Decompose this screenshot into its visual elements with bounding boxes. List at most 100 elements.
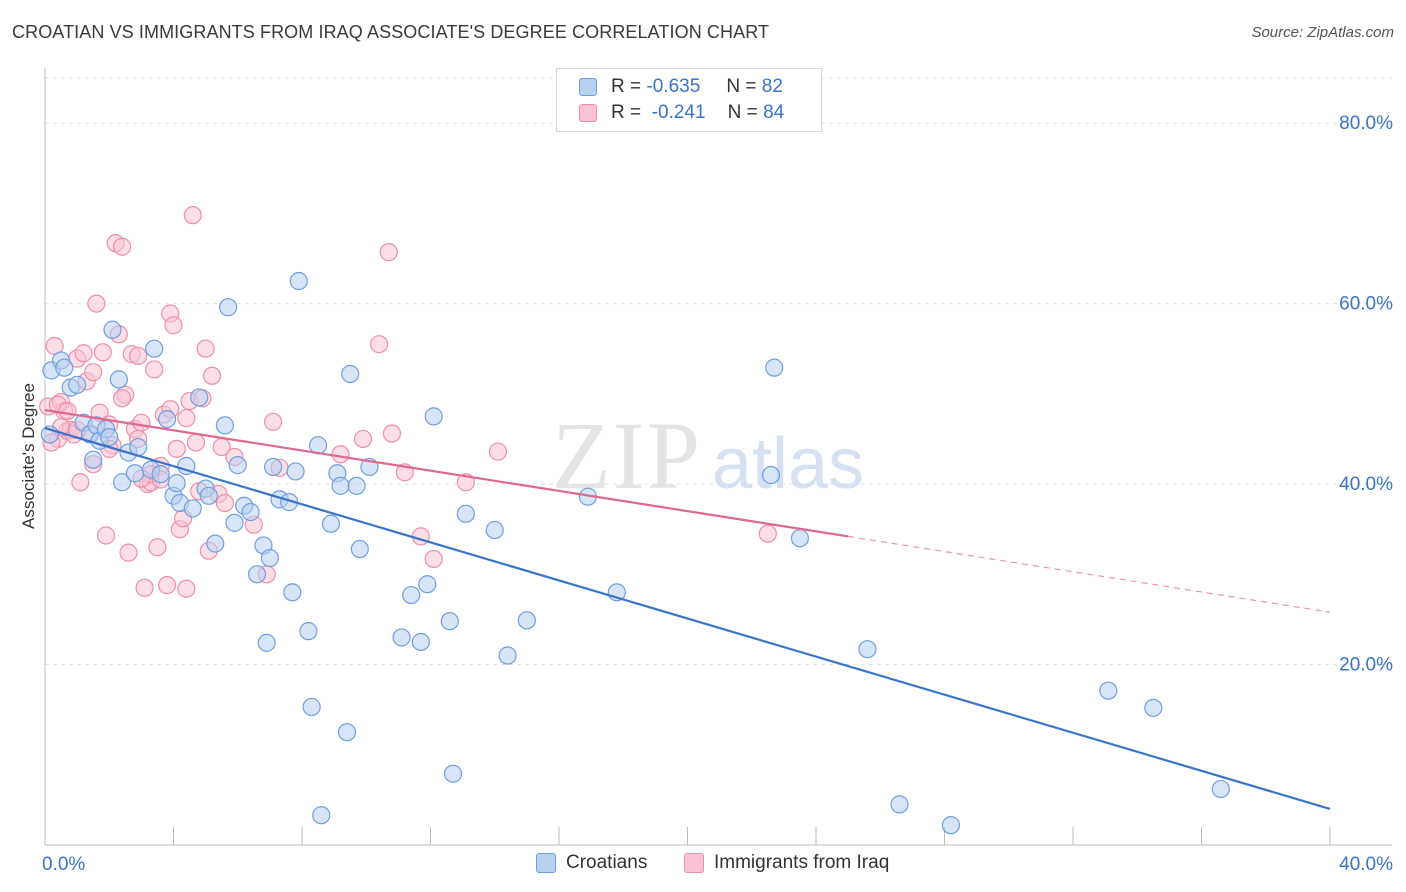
- iraq-point: [488, 442, 508, 461]
- x-tick-label: 40.0%: [1339, 854, 1393, 875]
- croatian-point: [858, 640, 877, 659]
- legend-label-croatians: Croatians: [566, 852, 648, 873]
- croatian-point: [157, 409, 177, 429]
- croatian-point: [241, 502, 260, 522]
- croatian-point: [440, 612, 459, 631]
- x-tick-label: 0.0%: [42, 854, 85, 875]
- legend-r-value: -0.241: [651, 102, 706, 123]
- legend-r-value: -0.635: [646, 76, 701, 97]
- iraq-point: [112, 389, 132, 408]
- croatian-point: [84, 450, 103, 469]
- iraq-point: [132, 413, 151, 432]
- croatian-point: [443, 764, 463, 783]
- iraq-point: [177, 409, 196, 428]
- croatian-point: [456, 504, 475, 523]
- iraq-point: [215, 493, 234, 513]
- legend-swatch-blue: [579, 78, 597, 96]
- croatian-point: [100, 428, 119, 447]
- watermark-zip: ZIP: [552, 402, 702, 509]
- iraq-point: [96, 526, 116, 545]
- croatian-point: [941, 816, 961, 835]
- croatian-point: [765, 358, 784, 377]
- croatian-point: [350, 539, 369, 559]
- correlation-legend: R = -0.635 N = 82 R = -0.241 N = 84: [556, 68, 822, 132]
- watermark: ZIP atlas: [552, 402, 864, 509]
- croatian-point: [498, 646, 517, 665]
- iraq-point: [164, 316, 183, 335]
- legend-item-croatians[interactable]: Croatians: [536, 852, 647, 874]
- croatian-point: [247, 565, 267, 584]
- croatian-point: [890, 795, 909, 814]
- iraq-point: [202, 366, 222, 385]
- iraq-point: [84, 363, 103, 382]
- legend-r-label: R =: [611, 102, 642, 123]
- iraq-point: [167, 439, 186, 458]
- iraq-point: [74, 344, 93, 363]
- iraq-point: [353, 429, 373, 449]
- croatian-point: [109, 370, 128, 389]
- legend-n-label: N =: [726, 76, 757, 97]
- iraq-point: [263, 412, 283, 431]
- croatian-point: [331, 476, 350, 495]
- iraq-point: [93, 343, 112, 362]
- iraq-point: [157, 576, 177, 595]
- y-tick-label: 40.0%: [1339, 474, 1393, 495]
- iraq-point: [135, 578, 154, 597]
- iraq-point: [196, 339, 215, 358]
- croatian-point: [228, 456, 247, 475]
- legend-swatch-pink: [579, 104, 597, 122]
- croatian-point: [790, 529, 810, 548]
- legend-n-label: N =: [727, 102, 758, 123]
- croatian-point: [411, 632, 430, 652]
- legend-n-value: 84: [763, 102, 785, 123]
- croatian-point: [55, 358, 74, 377]
- croatian-point: [1144, 698, 1163, 717]
- croatian-point: [68, 375, 87, 394]
- croatian-point: [125, 464, 145, 483]
- croatian-point: [260, 548, 279, 568]
- iraq-trend-line: [44, 408, 849, 538]
- croatian-point: [215, 416, 234, 435]
- iraq-point: [112, 237, 132, 256]
- iraq-point: [382, 424, 402, 443]
- croatian-point: [190, 388, 209, 407]
- chart-title: CROATIAN VS IMMIGRANTS FROM IRAQ ASSOCIA…: [12, 22, 770, 42]
- croatian-point: [299, 622, 318, 641]
- iraq-point: [370, 335, 389, 354]
- legend-n-value: 82: [761, 76, 783, 97]
- legend-swatch-blue: [536, 853, 556, 873]
- series-croatians-points: [40, 271, 1230, 835]
- croatian-point: [302, 697, 321, 717]
- croatian-point: [347, 476, 366, 495]
- iraq-point: [87, 294, 106, 313]
- iraq-point: [758, 524, 777, 543]
- tick-labels: 20.0% 40.0% 60.0% 80.0% 0.0% 40.0%: [42, 113, 1393, 875]
- croatian-point: [761, 465, 781, 485]
- gridlines: [45, 77, 1392, 666]
- croatian-point: [263, 457, 283, 477]
- croatian-point: [225, 513, 244, 532]
- axes: [44, 68, 1392, 846]
- iraq-trend-extension: [848, 535, 1331, 613]
- croatian-point: [321, 514, 341, 533]
- iraq-point: [71, 473, 90, 492]
- legend-label-iraq: Immigrants from Iraq: [714, 852, 890, 873]
- iraq-point: [119, 543, 138, 562]
- legend-item-iraq[interactable]: Immigrants from Iraq: [684, 852, 889, 874]
- series-legend: Croatians Immigrants from Iraq: [0, 852, 1406, 878]
- y-tick-label: 60.0%: [1339, 294, 1393, 315]
- croatian-point: [206, 534, 225, 553]
- iraq-point: [148, 538, 167, 557]
- iraq-point: [379, 243, 398, 262]
- croatian-point: [151, 465, 170, 484]
- croatian-point: [392, 628, 411, 647]
- legend-r-label: R =: [611, 76, 642, 97]
- croatian-point: [424, 407, 443, 426]
- legend-swatch-pink: [684, 853, 704, 873]
- croatian-point: [341, 364, 360, 384]
- iraq-point: [58, 401, 77, 421]
- croatian-point: [167, 474, 186, 493]
- croatian-point: [112, 473, 132, 492]
- iraq-point: [145, 360, 164, 379]
